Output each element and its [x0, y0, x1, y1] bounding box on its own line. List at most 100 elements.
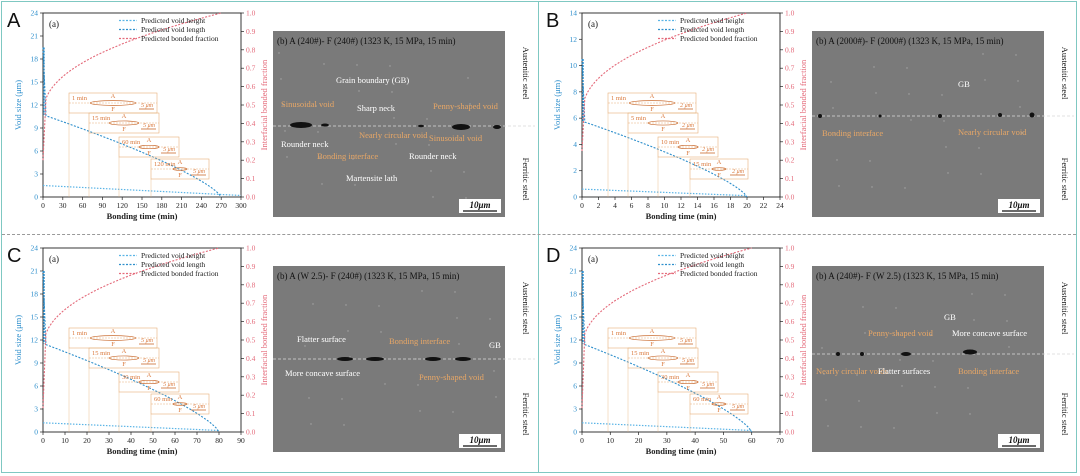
sem-texture-dot: [858, 400, 860, 402]
x-tick-label: 0: [580, 436, 584, 445]
sem-texture-dot: [286, 156, 288, 158]
y-left-tick-label: 15: [31, 78, 39, 87]
sem-void: [1029, 112, 1035, 118]
sem-texture-dot: [860, 426, 862, 428]
sem-texture-dot: [908, 93, 910, 95]
sem-texture-dot: [428, 144, 430, 146]
sem-annotation: Rounder neck: [281, 139, 329, 149]
sem-texture-dot: [827, 425, 829, 427]
sem-texture-dot: [493, 370, 495, 372]
inset-time-label: 5 min: [631, 115, 647, 122]
y-left-tick-label: 3: [34, 405, 38, 414]
sem-texture-dot: [936, 412, 938, 414]
sem-texture-dot: [873, 66, 875, 68]
inset-f-label: F: [178, 172, 182, 179]
inset-a-label: A: [686, 137, 691, 144]
inset-time-label: 1 min: [72, 95, 88, 102]
sem-texture-dot: [308, 397, 310, 399]
panel-svg: B (a)024681012140.00.10.20.30.40.50.60.70…: [546, 9, 1074, 221]
sem-texture-dot: [354, 184, 356, 186]
x-tick-label: 210: [176, 201, 188, 210]
sem-texture-dot: [378, 305, 380, 307]
y-left-tick-label: 24: [31, 244, 39, 253]
sem-texture-dot: [941, 94, 943, 96]
sem-title: (b) A (W 2.5)- F (240#) (1323 K, 15 MPa,…: [277, 271, 459, 281]
series-void-length: [42, 47, 222, 198]
inset-time-label: 15 min: [92, 350, 111, 357]
x-tick-label: 150: [136, 201, 148, 210]
legend-entry-label: Predicted void length: [141, 25, 205, 34]
inset-f-label: F: [147, 150, 151, 157]
inset-scale-label: 5 μm: [141, 103, 154, 109]
void-inset: 15 min AF 5 μm: [627, 347, 699, 432]
sem-texture-dot: [895, 307, 897, 309]
sem-texture-dot: [469, 103, 471, 105]
side-label-ferritic: Ferritic steel: [1060, 158, 1070, 201]
legend-entry-label: Predicted void height: [680, 16, 745, 25]
inset-a-label: A: [178, 159, 183, 166]
x-tick-label: 300: [235, 201, 247, 210]
inset-a-label: A: [661, 113, 666, 120]
sem-image: [812, 266, 1044, 452]
series-bonded-fraction: [42, 247, 220, 409]
legend-entry-label: Predicted void length: [141, 260, 205, 269]
y-left-tick-label: 21: [31, 32, 39, 41]
y-right-tick-label: 1.0: [246, 244, 256, 253]
inset-scale-label: 2 μm: [702, 147, 715, 153]
inset-void-shape: [628, 335, 676, 341]
x-tick-label: 20: [635, 436, 643, 445]
inset-scale-label: 5 μm: [163, 147, 176, 153]
inset-time-label: 30 min: [661, 374, 680, 381]
x-tick-label: 40: [127, 436, 135, 445]
x-tick-label: 240: [196, 201, 208, 210]
sem-annotation: Flatter surfaces: [878, 366, 930, 376]
inset-a-label: A: [661, 348, 666, 355]
inset-a-label: A: [122, 348, 127, 355]
inset-time-label: 30 min: [122, 374, 141, 381]
legend-entry-label: Predicted bonded fraction: [680, 269, 758, 278]
inset-f-label: F: [686, 385, 690, 392]
inset-a-label: A: [111, 93, 116, 100]
scalebar-box: [459, 199, 501, 213]
y-right-tick-label: 0.3: [785, 137, 795, 146]
y-left-tick-label: 0: [573, 428, 577, 437]
series-void-length: [581, 58, 748, 198]
sem-annotation: Bonding interface: [317, 151, 378, 161]
inset-void-shape: [89, 335, 137, 341]
y-right-tick-label: 0.4: [246, 119, 256, 128]
y-right-tick-label: 0.3: [785, 372, 795, 381]
y-left-tick-label: 2: [573, 166, 577, 175]
y-left-tick-label: 6: [34, 382, 38, 391]
sem-texture-dot: [454, 291, 456, 293]
sem-void: [290, 122, 312, 128]
sem-annotation: Sharp neck: [357, 103, 396, 113]
legend-entry-label: Predicted void length: [680, 260, 744, 269]
inset-scale-label: 5 μm: [163, 382, 176, 388]
sem-texture-dot: [323, 63, 325, 65]
inset-f-label: F: [686, 150, 690, 157]
series-void-height: [42, 422, 220, 432]
sem-texture-dot: [393, 117, 395, 119]
y-right-tick-label: 0.7: [246, 299, 256, 308]
inset-time-label: 60 min: [154, 396, 173, 403]
sem-image: [812, 31, 1044, 217]
series-void-length: [581, 270, 753, 433]
sem-texture-dot: [1010, 372, 1012, 374]
y-left-tick-label: 12: [570, 35, 578, 44]
vertical-divider: [538, 2, 539, 472]
y-left-tick-label: 0: [573, 193, 577, 202]
void-inset: 15 min AF 2 μm: [689, 158, 749, 197]
y-left-axis-label: Void size (μm): [552, 80, 562, 130]
y-left-tick-label: 3: [573, 405, 577, 414]
sem-void: [836, 352, 840, 356]
y-right-tick-label: 0.1: [785, 174, 795, 183]
y-left-tick-label: 21: [570, 267, 578, 276]
series-bonded-fraction: [42, 12, 222, 161]
inset-f-label: F: [717, 407, 721, 414]
sem-void: [998, 113, 1002, 117]
inset-f-label: F: [650, 106, 654, 113]
void-inset: 30 min AF 5 μm: [118, 371, 180, 432]
y-left-tick-label: 8: [573, 87, 577, 96]
inset-time-label: 60 min: [122, 139, 141, 146]
y-left-axis-label: Void size (μm): [13, 80, 23, 130]
